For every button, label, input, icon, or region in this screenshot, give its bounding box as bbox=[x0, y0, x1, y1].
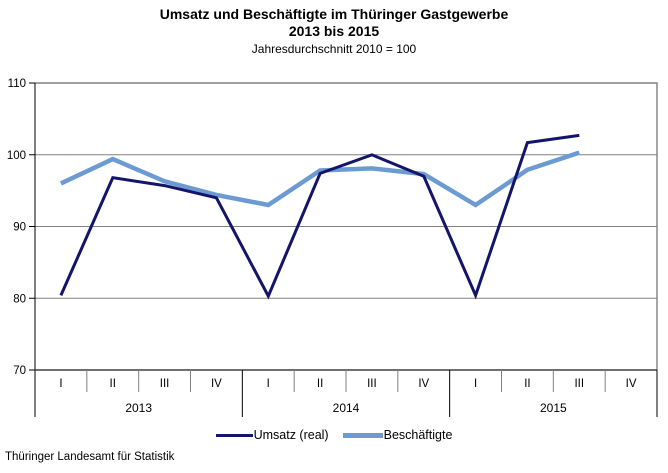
beschaeftigte-line bbox=[59, 150, 581, 208]
y-tick-label: 80 bbox=[13, 293, 26, 305]
umsatz-line bbox=[59, 133, 580, 300]
chart-title-line1: Umsatz und Beschäftigte im Thüringer Gas… bbox=[159, 6, 509, 22]
legend-label-beschaeftigte: Beschäftigte bbox=[383, 428, 453, 442]
plot-border bbox=[35, 82, 658, 370]
quarter-label: II bbox=[317, 378, 323, 390]
quarter-label: III bbox=[574, 378, 584, 390]
chart-title-line2: 2013 bis 2015 bbox=[288, 23, 380, 39]
quarter-label: III bbox=[160, 378, 170, 390]
legend: Umsatz (real) Beschäftigte bbox=[0, 428, 668, 442]
chart-subtitle: Jahresdurchschnitt 2010 = 100 bbox=[251, 42, 417, 56]
legend-label-umsatz: Umsatz (real) bbox=[253, 428, 329, 442]
chart-header: Umsatz und Beschäftigte im Thüringer Gas… bbox=[0, 6, 668, 57]
year-label: 2014 bbox=[333, 401, 360, 415]
y-tick-label: 70 bbox=[13, 365, 26, 377]
legend-item-umsatz: Umsatz (real) bbox=[215, 428, 329, 442]
quarter-label: I bbox=[267, 378, 270, 390]
quarter-label: II bbox=[524, 378, 530, 390]
quarter-label: IV bbox=[418, 378, 429, 390]
y-tick-label: 100 bbox=[7, 150, 26, 162]
quarter-label: I bbox=[474, 378, 477, 390]
legend-item-beschaeftigte: Beschäftigte bbox=[342, 428, 453, 442]
source-attribution: Thüringer Landesamt für Statistik bbox=[5, 451, 175, 463]
beschaeftigte-line-swatch-icon bbox=[342, 432, 383, 438]
quarter-label: III bbox=[367, 378, 377, 390]
quarter-label: I bbox=[59, 378, 62, 390]
umsatz-line-swatch-icon bbox=[215, 433, 253, 437]
year-label: 2015 bbox=[540, 401, 567, 415]
year-label: 2013 bbox=[125, 401, 152, 415]
y-tick-label: 90 bbox=[13, 222, 26, 234]
quarter-label: IV bbox=[626, 378, 637, 390]
quarter-label: II bbox=[110, 378, 116, 390]
quarter-label: IV bbox=[211, 378, 222, 390]
y-tick-label: 110 bbox=[8, 78, 26, 90]
